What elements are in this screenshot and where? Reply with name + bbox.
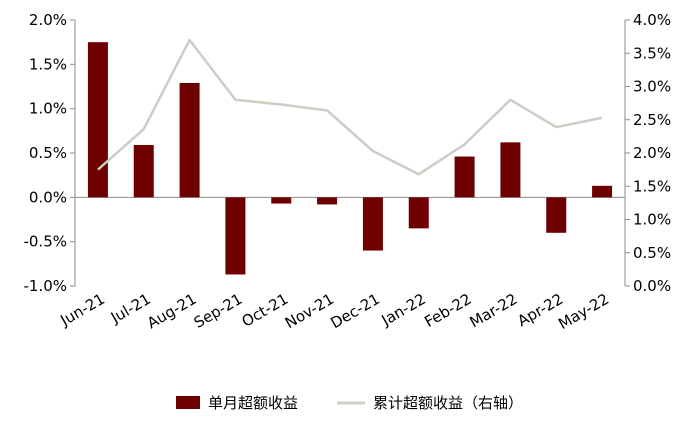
x-tick-label: Mar-22 xyxy=(467,290,521,332)
bar-Mar-22 xyxy=(500,142,521,198)
x-axis-ticks: Jun-21 Jul-21Aug-21Sep-21Oct-21Nov-21Dec-… xyxy=(57,290,613,333)
bar-May-22 xyxy=(592,185,613,198)
right-axis-ticks: 4.0% 3.5% 3.0% 2.5% 2.0% 1.5% 1.0% 0.5% 0.0% xyxy=(625,11,671,295)
bar-Jul-21 xyxy=(133,145,154,198)
right-tick-label: 0.5% xyxy=(633,244,671,262)
left-axis-ticks: 2.0% 1.5% 1.0% 0.5% 0.0% -0.5% -1.0% xyxy=(23,11,75,295)
axes xyxy=(74,20,626,286)
bar-Aug-21 xyxy=(179,82,200,198)
left-tick-label: 2.0% xyxy=(29,11,67,29)
x-tick-label: Oct-21 xyxy=(239,290,292,331)
x-tick-label: Jun-21 xyxy=(57,290,108,330)
right-tick-label: 2.0% xyxy=(633,144,671,162)
bar-Nov-21 xyxy=(317,197,338,205)
bar-Apr-22 xyxy=(546,197,567,233)
x-tick-label: Nov-21 xyxy=(282,290,337,332)
left-tick-label: -0.5% xyxy=(23,233,67,251)
right-tick-label: 2.5% xyxy=(633,111,671,129)
bar-Jan-22 xyxy=(408,197,429,229)
bar-Dec-21 xyxy=(362,197,383,251)
right-tick-label: 4.0% xyxy=(633,11,671,29)
legend-bar-label: 单月超额收益 xyxy=(208,394,298,412)
right-tick-label: 3.0% xyxy=(633,78,671,96)
legend-bar-swatch xyxy=(176,396,200,409)
bar-Oct-21 xyxy=(271,197,292,204)
left-tick-label: 0.0% xyxy=(29,188,67,206)
left-tick-label: -1.0% xyxy=(23,277,67,295)
left-tick-label: 0.5% xyxy=(29,144,67,162)
cumulative-line xyxy=(97,38,603,176)
legend-line-label: 累计超额收益（右轴） xyxy=(373,394,523,412)
bar-Feb-22 xyxy=(454,156,475,198)
left-tick-label: 1.0% xyxy=(29,100,67,118)
x-tick-label: Dec-21 xyxy=(328,290,383,332)
x-tick-label: Sep-21 xyxy=(191,290,246,332)
bar-Jun-21 xyxy=(87,42,108,198)
line-series xyxy=(97,38,603,176)
right-tick-label: 3.5% xyxy=(633,44,671,62)
right-tick-label: 0.0% xyxy=(633,277,671,295)
bar-Sep-21 xyxy=(225,197,246,275)
right-tick-label: 1.0% xyxy=(633,211,671,229)
bar-series xyxy=(87,42,613,275)
right-tick-label: 1.5% xyxy=(633,177,671,195)
x-tick-label: Jan-22 xyxy=(378,290,429,330)
x-tick-label: Aug-21 xyxy=(144,290,200,332)
left-tick-label: 1.5% xyxy=(29,55,67,73)
x-tick-label: May-22 xyxy=(555,290,612,333)
x-tick-label: Feb-22 xyxy=(421,290,474,331)
legend: 单月超额收益 累计超额收益（右轴） xyxy=(176,394,523,412)
